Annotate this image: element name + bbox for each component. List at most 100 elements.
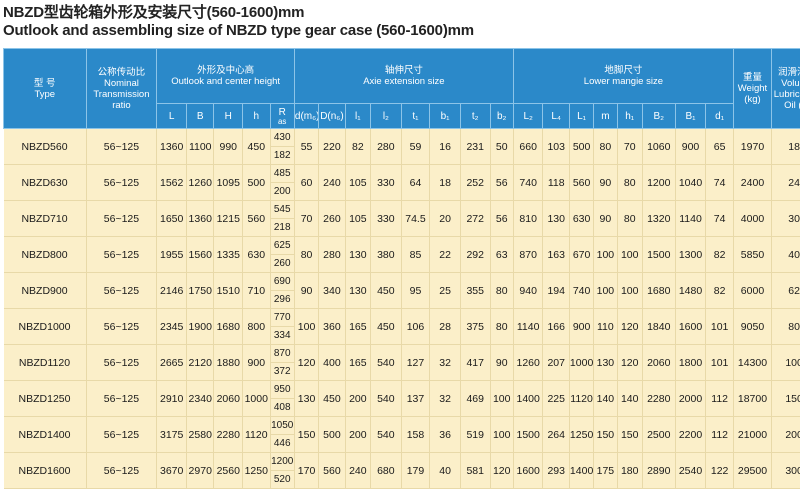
cell-h: 450: [243, 129, 271, 165]
cell-t2: 355: [460, 273, 490, 309]
cell-d1: 65: [706, 129, 734, 165]
cell-weight: 2400: [733, 165, 771, 201]
cell-h1: 120: [617, 345, 642, 381]
subheader-cell: t₂: [460, 104, 490, 129]
cell-ratio: 56~125: [86, 201, 157, 237]
cell-r-value: 296: [271, 290, 294, 308]
cell-h: 1000: [243, 381, 271, 417]
cell-d1: 74: [706, 165, 734, 201]
cell-t1: 95: [401, 273, 430, 309]
cell-b1: 2540: [675, 453, 706, 489]
cell-type: NBZD1600: [4, 453, 87, 489]
cell-oil: 1000: [772, 345, 800, 381]
title-chinese: NBZD型齿轮箱外形及安装尺寸(560-1600)mm: [3, 1, 304, 22]
subheader-cell: m: [594, 104, 617, 129]
cell-t2: 375: [460, 309, 490, 345]
cell-d: 130: [294, 381, 318, 417]
header-lower-en: Lower mangie size: [514, 76, 733, 87]
cell-t1: 74.5: [401, 201, 430, 237]
cell-l4: 264: [543, 417, 569, 453]
cell-l1: 165: [345, 309, 370, 345]
cell-b: 1260: [186, 165, 214, 201]
cell-oil: 400: [772, 237, 800, 273]
header-oil-en: Volume Lubricating Oil (1): [772, 78, 800, 111]
cell-m: 130: [594, 345, 617, 381]
cell-l2: 1140: [513, 309, 543, 345]
cell-r-value: 485: [271, 165, 294, 182]
header-ratio: 公称传动比 Nominal Transmission ratio: [86, 49, 157, 129]
cell-h1: 180: [617, 453, 642, 489]
cell-ratio: 56~125: [86, 165, 157, 201]
cell-t2: 272: [460, 201, 490, 237]
cell-oil: 800: [772, 309, 800, 345]
cell-weight: 14300: [733, 345, 771, 381]
cell-d: 55: [294, 129, 318, 165]
cell-b2: 2280: [642, 381, 675, 417]
cell-r-value: 200: [271, 182, 294, 200]
cell-b: 1100: [186, 129, 214, 165]
cell-m: 100: [594, 273, 617, 309]
cell-b2: 1060: [642, 129, 675, 165]
subheader-r: R: [271, 107, 294, 118]
cell-b: 1360: [186, 201, 214, 237]
cell-r-value: 625: [271, 237, 294, 254]
cell-l4: 103: [543, 129, 569, 165]
cell-r-value: 690: [271, 273, 294, 290]
cell-b2: 2500: [642, 417, 675, 453]
cell-b: 1750: [186, 273, 214, 309]
cell-l2: 450: [371, 273, 402, 309]
cell-b2: 50: [490, 129, 513, 165]
cell-b1: 1600: [675, 309, 706, 345]
cell-oil: 2000: [772, 417, 800, 453]
cell-r-value: 1200: [271, 453, 294, 470]
cell-l1: 240: [345, 453, 370, 489]
cell-d: 260: [319, 201, 345, 237]
cell-m: 110: [594, 309, 617, 345]
cell-d: 100: [294, 309, 318, 345]
cell-l4: 130: [543, 201, 569, 237]
cell-ratio: 56~125: [86, 273, 157, 309]
cell-h: 1095: [214, 165, 243, 201]
cell-d: 340: [319, 273, 345, 309]
cell-l1: 200: [345, 417, 370, 453]
header-weight-cn: 重量: [734, 72, 771, 83]
cell-b1: 900: [675, 129, 706, 165]
cell-l1: 105: [345, 165, 370, 201]
cell-l4: 118: [543, 165, 569, 201]
header-weight-en: Weight (kg): [734, 83, 771, 105]
cell-b2: 1320: [642, 201, 675, 237]
cell-l2: 1500: [513, 417, 543, 453]
subheader-cell: L: [157, 104, 187, 129]
cell-b1: 40: [430, 453, 461, 489]
cell-l2: 810: [513, 201, 543, 237]
cell-b1: 25: [430, 273, 461, 309]
header-lower-cn: 地脚尺寸: [514, 65, 733, 76]
cell-t1: 59: [401, 129, 430, 165]
cell-r-value: 408: [271, 398, 294, 416]
cell-b2: 1840: [642, 309, 675, 345]
cell-d1: 112: [706, 417, 734, 453]
cell-oil: 240: [772, 165, 800, 201]
cell-l1: 130: [345, 273, 370, 309]
cell-type: NBZD1400: [4, 417, 87, 453]
cell-weight: 21000: [733, 417, 771, 453]
cell-l: 1650: [157, 201, 187, 237]
cell-b2: 120: [490, 453, 513, 489]
cell-t1: 137: [401, 381, 430, 417]
cell-r-value: 770: [271, 309, 294, 326]
cell-d1: 82: [706, 237, 734, 273]
cell-b1: 1480: [675, 273, 706, 309]
cell-l2: 330: [371, 165, 402, 201]
header-axie-en: Axie extension size: [295, 76, 513, 87]
cell-b2: 90: [490, 345, 513, 381]
subheader-cell: B₂: [642, 104, 675, 129]
cell-l2: 940: [513, 273, 543, 309]
subheader-r-suffix: as: [271, 118, 294, 126]
cell-r-value: 182: [271, 146, 294, 164]
cell-weight: 6000: [733, 273, 771, 309]
